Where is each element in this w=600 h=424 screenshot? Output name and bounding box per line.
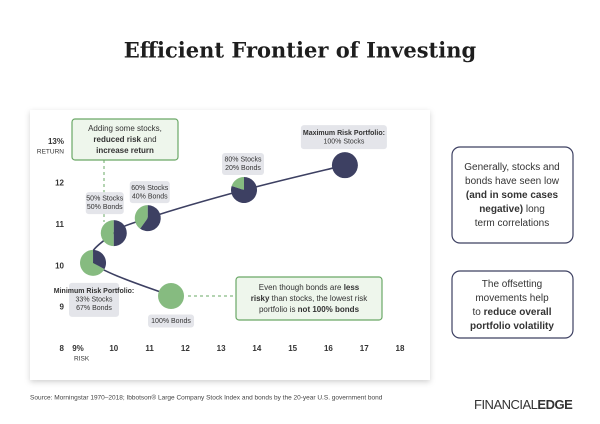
note-box [451,270,574,339]
point-label: 50% Stocks [86,196,123,203]
point-label-box [222,153,265,176]
callout-box [71,118,179,161]
x-tick-label: 15 [288,344,297,353]
x-tick-label: 18 [396,344,405,353]
stock-slice [331,152,358,179]
y-axis-label: RETURN [37,149,64,156]
point-label: 60% Stocks [131,185,168,192]
point-label-box [129,181,170,204]
y-tick-label: 11 [56,220,65,229]
y-tick-label: 10 [55,261,64,270]
callout-text: risky than stocks, the lowest risk [251,294,369,303]
x-tick-label: 14 [252,344,261,353]
note-text: Generally, stocks and [464,162,559,173]
y-tick-label: 8 [60,344,65,353]
callout-text: Adding some stocks, [88,124,162,133]
page-title: Efficient Frontier of Investing [124,38,477,63]
point-label-box [300,125,387,150]
point-label: 40% Bonds [132,193,168,200]
source-note: Source: Morningstar 1970–2018; Ibbotson®… [30,394,383,402]
point-label-box [85,192,124,215]
bond-slice [100,220,114,247]
bond-slice [231,177,245,191]
x-tick-label: 16 [324,344,333,353]
note-text: to reduce overall [473,307,552,318]
point-label-box [148,314,195,328]
y-tick-label: 13% [48,137,64,146]
bond-slice [80,249,105,276]
callout-text-segment: reduced risk [93,135,141,144]
note-text-segment: Generally, stocks and [464,162,559,173]
note-text-segment: term correlations [475,218,549,229]
stock-slice [113,220,127,247]
callout-text: reduced risk and [93,135,156,144]
x-tick-label: 9% [72,344,84,353]
note-text: The offsetting [482,279,542,290]
x-tick-label: 10 [109,344,118,353]
note-text-segment: long [523,204,545,215]
logo: FINANCIALEDGE [474,397,573,412]
x-tick-label: 17 [360,344,369,353]
note-text: (and in some cases [466,190,559,201]
note-text-segment: (and in some cases [466,190,559,201]
note-text-segment: portfolio volatility [470,321,554,332]
note-text-segment: to [473,307,484,318]
point-label-box [69,282,120,317]
note-text-segment: bonds have seen low [465,176,560,187]
note-text-segment: The offsetting [482,279,542,290]
callout-text-segment: increase return [96,146,154,155]
callout-text-segment: Adding some stocks, [88,124,162,133]
note-text-segment: movements help [475,293,549,304]
note-text: term correlations [475,218,549,229]
note-text: bonds have seen low [465,176,560,187]
callout-text-segment: and [141,135,157,144]
y-tick-label: 9 [60,303,65,312]
point-label: 80% Stocks [225,157,262,164]
callout-text: portfolio is not 100% bonds [259,305,360,314]
callout-text: Even though bonds are less [259,283,360,292]
note-text: portfolio volatility [470,321,554,332]
point-label: 50% Bonds [87,204,123,211]
note-text-segment: negative) [479,204,523,215]
point-label: Minimum Risk Portfolio: [54,288,135,295]
callout-text-segment: Even though bonds are [259,283,344,292]
callout-text-segment: less [344,283,360,292]
note-text-segment: reduce overall [484,307,552,318]
logo-bold: EDGE [537,397,573,412]
note-text: movements help [475,293,549,304]
callout-text: increase return [96,146,154,155]
y-tick-label: 12 [55,179,64,188]
point-label: 20% Bonds [225,165,261,172]
point-label: 67% Bonds [76,305,112,312]
callout-box [235,276,383,321]
plot: 8 9 10 11 12 13% 9% 10 11 12 13 14 15 16 17 18 RETURN RIS… [37,124,560,363]
stock-slice [140,205,161,232]
x-tick-label: 13 [217,344,226,353]
note-text: negative) long [479,204,545,215]
callout-text-segment: risky [251,294,270,303]
bond-slice [158,283,185,310]
logo-light: FINANCIAL [474,397,538,412]
callout-text-segment: than stocks, the lowest risk [269,294,368,303]
note-box [451,146,574,244]
x-axis-label: RISK [74,356,90,363]
callout-text-segment: not 100% bonds [298,305,360,314]
x-tick-label: 11 [145,344,154,353]
bond-slice [134,205,148,229]
point-label: Maximum Risk Portfolio: [303,130,385,137]
point-label: 100% Stocks [323,138,364,145]
stock-slice [93,249,107,270]
point-label: 33% Stocks [76,297,113,304]
x-tick-label: 12 [181,344,190,353]
stock-slice [231,177,258,204]
callout-text-segment: portfolio is [259,305,298,314]
point-label: 100% Bonds [151,318,191,325]
